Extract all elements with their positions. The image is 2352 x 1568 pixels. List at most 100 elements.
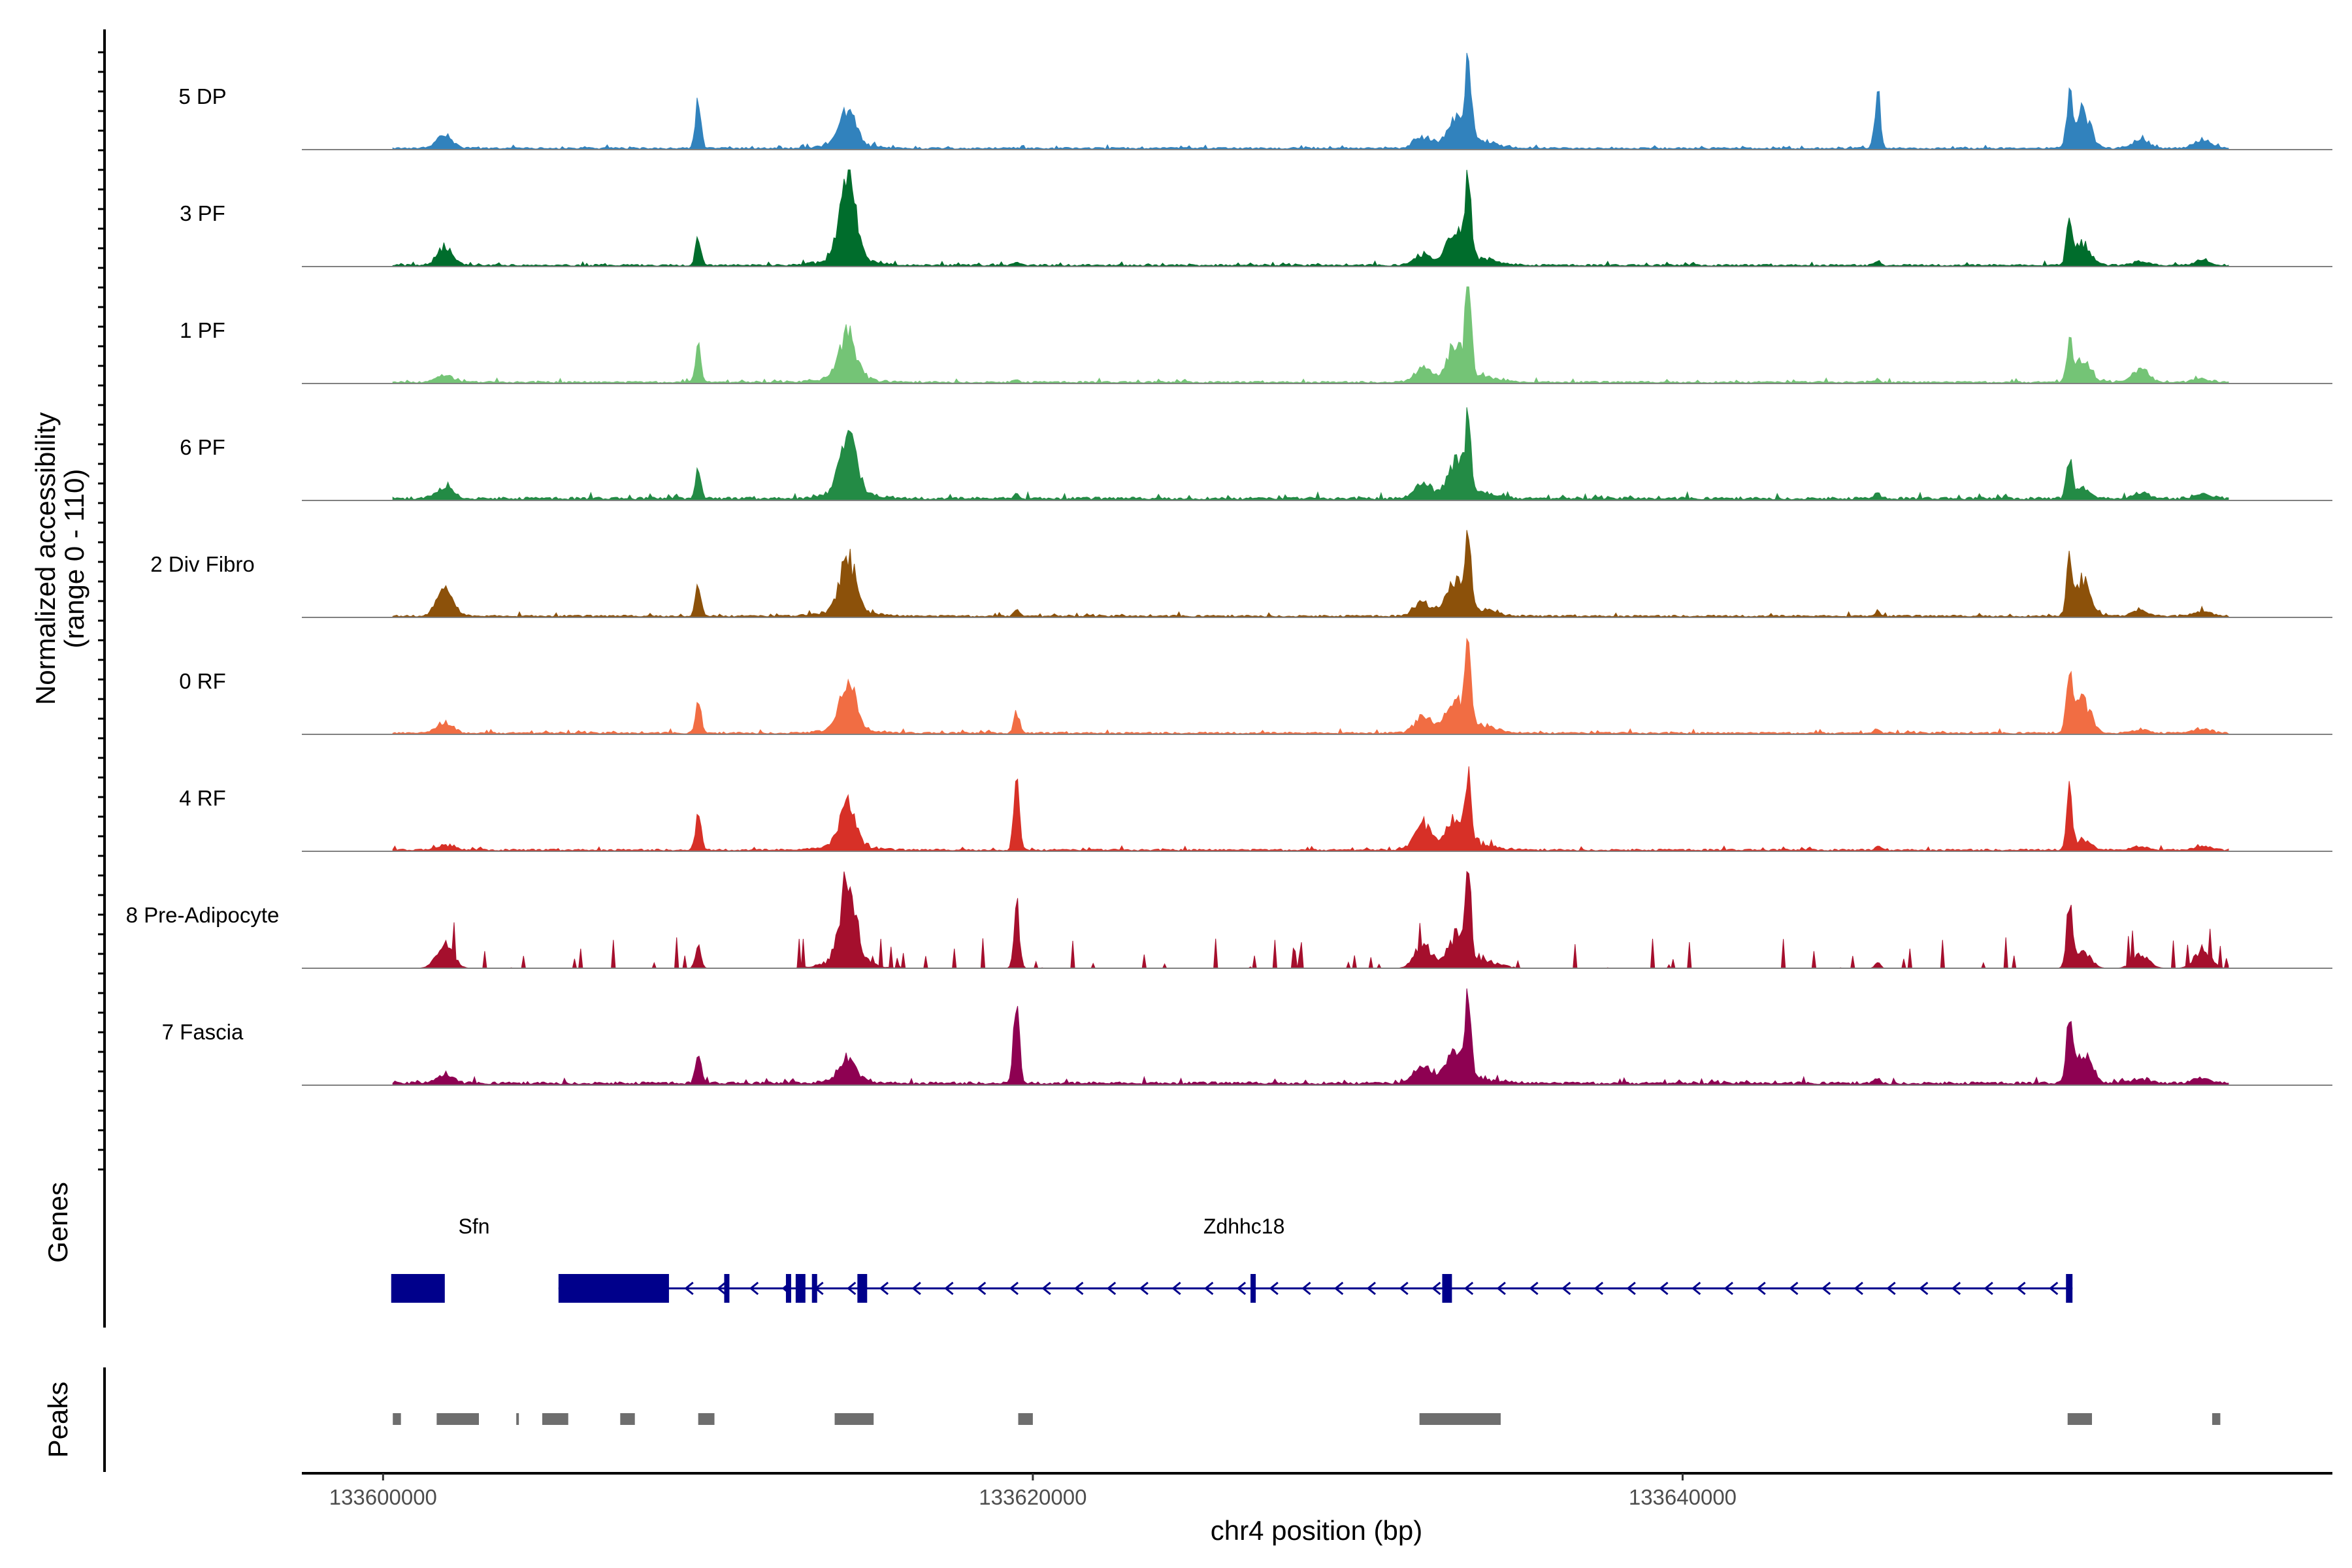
x-tick-label: 133620000 <box>979 1485 1086 1509</box>
gene-sfn: Sfn <box>391 1215 490 1303</box>
track-8-pre-adipocyte: 8 Pre-Adipocyte <box>126 870 2332 970</box>
strand-arrow <box>1756 1281 1766 1296</box>
strand-arrow <box>1626 1281 1636 1296</box>
strand-arrow <box>2048 1281 2059 1296</box>
strand-arrow <box>1984 1281 1993 1296</box>
track-label: 2 Div Fibro <box>150 552 255 576</box>
strand-arrow <box>749 1281 759 1296</box>
coverage-area <box>392 286 2229 384</box>
exon <box>811 1274 817 1303</box>
strand-arrow <box>1886 1281 1896 1296</box>
track-5-dp: 5 DP <box>178 52 2332 150</box>
track-label: 8 Pre-Adipocyte <box>126 903 280 927</box>
peak-region <box>2212 1413 2221 1425</box>
strand-arrow <box>1561 1281 1571 1296</box>
coverage-area <box>392 407 2229 501</box>
peak-region <box>516 1413 519 1425</box>
strand-arrow <box>717 1281 727 1296</box>
strand-arrow <box>911 1281 921 1296</box>
peak-track <box>393 1413 2221 1425</box>
strand-arrow <box>1106 1281 1117 1296</box>
peak-region <box>1018 1413 1033 1425</box>
peak-region <box>542 1413 568 1425</box>
peak-region <box>698 1413 715 1425</box>
x-tick-label: 133640000 <box>1629 1485 1737 1509</box>
coverage-area <box>392 52 2229 150</box>
peak-region <box>620 1413 635 1425</box>
track-label: 6 PF <box>180 435 225 459</box>
coverage-area <box>392 638 2229 735</box>
peak-region <box>1419 1413 1501 1425</box>
x-axis: 133600000 133620000 133640000 <box>302 1472 2332 1509</box>
coverage-area <box>392 988 2229 1086</box>
coverage-area <box>392 530 2229 618</box>
strand-arrow <box>1919 1281 1929 1296</box>
track-4-rf: 4 RF <box>179 766 2332 852</box>
coverage-area <box>393 870 2229 970</box>
coverage-tracks: 5 DP 3 PF 1 PF 6 PF 2 Div Fibro 0 RF 4 RF 8 Pre… <box>126 52 2332 1086</box>
exon <box>391 1274 445 1303</box>
exon <box>795 1274 806 1303</box>
track-0-rf: 0 RF <box>179 638 2332 735</box>
strand-arrow <box>1691 1281 1701 1296</box>
strand-arrow <box>1593 1281 1604 1296</box>
strand-arrow <box>1009 1281 1019 1296</box>
strand-arrow <box>1463 1281 1474 1296</box>
y-axis-range: (range 0 - 110) <box>59 469 90 649</box>
track-label: 4 RF <box>179 786 226 810</box>
peak-region <box>2067 1413 2093 1425</box>
strand-arrow <box>1854 1281 1863 1296</box>
track-3-pf: 3 PF <box>180 169 2332 267</box>
track-7-fascia: 7 Fascia <box>162 988 2332 1086</box>
strand-arrow <box>1723 1281 1734 1296</box>
strand-arrow <box>976 1281 987 1296</box>
track-6-pf: 6 PF <box>180 407 2332 501</box>
strand-arrow <box>1041 1281 1051 1296</box>
strand-arrow <box>1789 1281 1799 1296</box>
track-2-div-fibro: 2 Div Fibro <box>150 530 2332 618</box>
gene-label: Zdhhc18 <box>1203 1215 1285 1238</box>
track-label: 5 DP <box>178 84 226 108</box>
strand-arrow <box>1529 1281 1539 1296</box>
exon <box>1250 1274 1256 1303</box>
strand-arrow <box>847 1281 857 1296</box>
x-axis-title: chr4 position (bp) <box>1211 1515 1423 1546</box>
strand-arrow <box>1204 1281 1214 1296</box>
strand-arrow <box>1821 1281 1831 1296</box>
exon <box>724 1274 730 1303</box>
exon <box>2066 1274 2073 1303</box>
strand-arrow <box>2016 1281 2026 1296</box>
exon <box>1442 1274 1452 1303</box>
strand-arrow <box>1171 1281 1181 1296</box>
gene-zdhhc18: Zdhhc18 <box>558 1215 2073 1303</box>
strand-arrow <box>1431 1281 1441 1296</box>
gene-label: Sfn <box>459 1215 490 1238</box>
strand-arrow <box>1333 1281 1344 1296</box>
peak-region <box>834 1413 874 1425</box>
strand-arrow <box>1074 1281 1084 1296</box>
exon <box>785 1274 791 1303</box>
y-axis <box>98 29 106 1177</box>
strand-arrow <box>1269 1281 1279 1296</box>
coverage-area <box>392 169 2229 267</box>
x-tick-label: 133600000 <box>329 1485 437 1509</box>
strand-arrow <box>944 1281 954 1296</box>
strand-arrow <box>1139 1281 1149 1296</box>
strand-arrow <box>1366 1281 1376 1296</box>
track-1-pf: 1 PF <box>180 286 2332 384</box>
strand-arrow <box>684 1281 694 1296</box>
strand-arrow <box>1301 1281 1311 1296</box>
peak-region <box>393 1413 401 1425</box>
strand-arrow <box>1496 1281 1506 1296</box>
coverage-area <box>392 766 2229 852</box>
track-label: 3 PF <box>180 201 225 225</box>
track-label: 7 Fascia <box>162 1020 244 1044</box>
strand-arrow <box>1399 1281 1409 1296</box>
strand-arrow <box>1236 1281 1247 1296</box>
gene-track: Sfn Zdhhc18 <box>391 1215 2073 1303</box>
exon <box>857 1274 868 1303</box>
strand-arrow <box>1659 1281 1669 1296</box>
track-label: 1 PF <box>180 318 225 342</box>
strand-arrow <box>1951 1281 1961 1296</box>
y-axis-title: Normalized accessibility <box>30 412 61 705</box>
